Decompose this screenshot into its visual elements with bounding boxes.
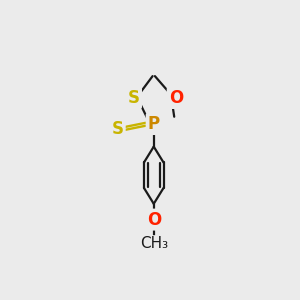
Text: P: P <box>148 115 160 133</box>
Text: S: S <box>112 120 124 138</box>
Text: CH₃: CH₃ <box>140 236 168 251</box>
Text: O: O <box>169 89 183 107</box>
Text: S: S <box>128 89 140 107</box>
Text: O: O <box>147 211 161 229</box>
